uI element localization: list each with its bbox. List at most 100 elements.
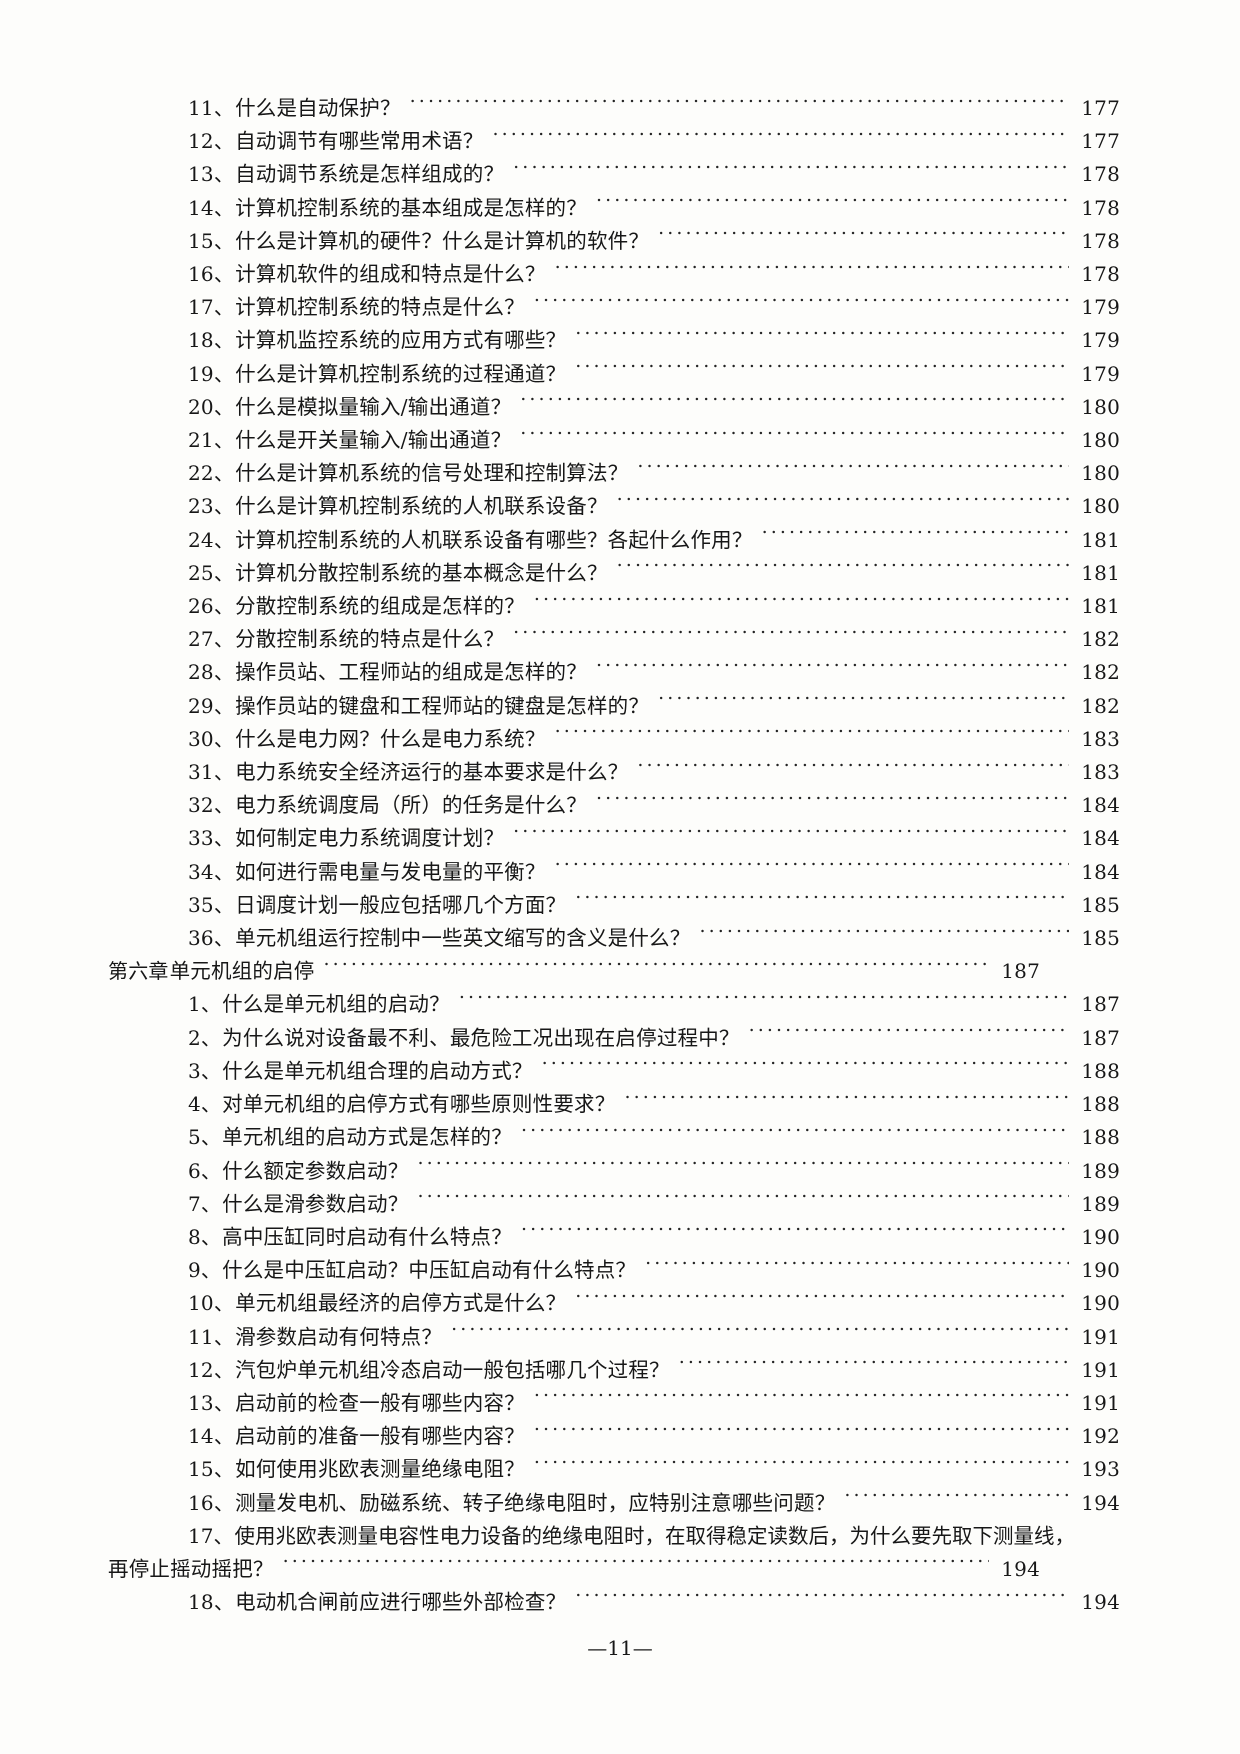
toc-entry-row[interactable]: 20、什么是模拟量输入/输出通道？ 180 xyxy=(108,391,1120,424)
toc-entry-number: 5、 xyxy=(188,1125,222,1150)
toc-entry-row[interactable]: 11、滑参数启动有何特点？ 191 xyxy=(108,1321,1120,1354)
toc-entry-row[interactable]: 13、启动前的检查一般有哪些内容？ 191 xyxy=(108,1387,1120,1420)
toc-entry-number: 25、 xyxy=(188,560,235,585)
toc-entry-row[interactable]: 31、电力系统安全经济运行的基本要求是什么？ 183 xyxy=(108,756,1120,789)
toc-entry-title: 如何制定电力系统调度计划？ xyxy=(235,826,505,851)
toc-entry-page-number: 185 xyxy=(1081,926,1120,951)
toc-entry-title: 什么是自动保护？ xyxy=(235,96,401,120)
toc-entry-row[interactable]: 36、单元机组运行控制中一些英文缩写的含义是什么？ 185 xyxy=(108,922,1120,955)
toc-entry-page-number: 188 xyxy=(1081,1092,1120,1117)
toc-entry-page-number: 178 xyxy=(1081,162,1120,187)
toc-entry-row[interactable]: 17、计算机控制系统的特点是什么？ 179 xyxy=(108,291,1120,324)
dot-leader xyxy=(596,194,1069,215)
toc-entry-row[interactable]: 32、电力系统调度局（所）的任务是什么？ 184 xyxy=(108,789,1120,822)
toc-entry-page-number: 182 xyxy=(1081,627,1120,652)
toc-entry-number: 33、 xyxy=(188,826,235,851)
toc-entry-page-number: 181 xyxy=(1081,560,1120,585)
toc-entry-page-number: 185 xyxy=(1081,892,1120,917)
toc-entry-row[interactable]: 12、自动调节有哪些常用术语？ 177 xyxy=(108,125,1120,158)
dot-leader xyxy=(658,692,1069,713)
toc-entry-row-continuation[interactable]: 再停止摇动摇把？ 194 xyxy=(108,1553,1040,1586)
toc-entry-row[interactable]: 18、计算机监控系统的应用方式有哪些？ 179 xyxy=(108,324,1120,357)
dot-leader xyxy=(410,95,1069,116)
toc-entry-row[interactable]: 18、电动机合闸前应进行哪些外部检查？ 194 xyxy=(108,1586,1120,1619)
toc-entry-row[interactable]: 29、操作员站的键盘和工程师站的键盘是怎样的？ 182 xyxy=(108,690,1120,723)
toc-entry-title: 自动调节有哪些常用术语？ xyxy=(235,129,484,154)
toc-entry-title: 什么是计算机的硬件？什么是计算机的软件？ xyxy=(235,228,650,253)
toc-entry-row[interactable]: 14、启动前的准备一般有哪些内容？ 192 xyxy=(108,1420,1120,1453)
dot-leader xyxy=(283,1555,989,1576)
toc-entry-row[interactable]: 17、 使用兆欧表测量电容性电力设备的绝缘电阻时，在取得稳定读数后，为什么要先取下… xyxy=(108,1520,1120,1553)
toc-entry-title: 滑参数启动有何特点？ xyxy=(235,1324,443,1349)
toc-entry-row[interactable]: 11、什么是自动保护？ 177 xyxy=(108,92,1120,125)
toc-entry-row[interactable]: 15、什么是计算机的硬件？什么是计算机的软件？ 178 xyxy=(108,225,1120,258)
toc-entry-page-number: 182 xyxy=(1081,693,1120,718)
toc-entry-row[interactable]: 16、计算机软件的组成和特点是什么？ 178 xyxy=(108,258,1120,291)
toc-entry-row[interactable]: 25、计算机分散控制系统的基本概念是什么？ 181 xyxy=(108,557,1120,590)
toc-entry-title: 电力系统调度局（所）的任务是什么？ xyxy=(235,793,587,818)
toc-entry-row[interactable]: 33、如何制定电力系统调度计划？ 184 xyxy=(108,822,1120,855)
toc-entry-row[interactable]: 8、高中压缸同时启动有什么特点？ 190 xyxy=(108,1221,1120,1254)
toc-entry-row[interactable]: 2、为什么说对设备最不利、最危险工况出现在启停过程中？ 187 xyxy=(108,1022,1120,1055)
toc-entry-row[interactable]: 19、什么是计算机控制系统的过程通道？ 179 xyxy=(108,358,1120,391)
toc-entry-row[interactable]: 21、什么是开关量输入/输出通道？ 180 xyxy=(108,424,1120,457)
toc-entry-number: 29、 xyxy=(188,693,235,718)
toc-entry-row[interactable]: 6、什么额定参数启动？ 189 xyxy=(108,1155,1120,1188)
toc-entry-page-number: 192 xyxy=(1081,1424,1120,1449)
toc-entry-row[interactable]: 1、什么是单元机组的启动？ 187 xyxy=(108,988,1120,1021)
toc-entry-page-number: 179 xyxy=(1081,328,1120,353)
toc-entry-row[interactable]: 16、测量发电机、励磁系统、转子绝缘电阻时，应特别注意哪些问题？ 194 xyxy=(108,1487,1120,1520)
toc-entry-number: 28、 xyxy=(188,660,235,685)
toc-entry-row[interactable]: 14、计算机控制系统的基本组成是怎样的？ 178 xyxy=(108,192,1120,225)
toc-entry-row[interactable]: 24、计算机控制系统的人机联系设备有哪些？各起什么作用？ 181 xyxy=(108,524,1120,557)
toc-entry-title: 如何使用兆欧表测量绝缘电阻？ xyxy=(235,1457,525,1482)
toc-entry-row[interactable]: 27、分散控制系统的特点是什么？ 182 xyxy=(108,623,1120,656)
toc-entry-page-number: 181 xyxy=(1081,527,1120,552)
toc-entry-page-number: 190 xyxy=(1081,1291,1120,1316)
toc-entry-row[interactable]: 35、日调度计划一般应包括哪几个方面？ 185 xyxy=(108,889,1120,922)
dot-leader xyxy=(451,1323,1069,1344)
toc-entry-page-number: 184 xyxy=(1081,826,1120,851)
dot-leader xyxy=(637,759,1069,780)
toc-entry-page-number: 180 xyxy=(1081,494,1120,519)
toc-entry-title: 分散控制系统的组成是怎样的？ xyxy=(235,594,525,619)
dot-leader xyxy=(575,1589,1069,1610)
toc-entry-row[interactable]: 5、单元机组的启动方式是怎样的？ 188 xyxy=(108,1121,1120,1154)
toc-entry-title: 计算机控制系统的人机联系设备有哪些？各起什么作用？ xyxy=(235,527,753,552)
toc-entry-row[interactable]: 28、操作员站、工程师站的组成是怎样的？ 182 xyxy=(108,656,1120,689)
toc-entry-number: 8、 xyxy=(188,1224,222,1249)
dot-leader xyxy=(521,1223,1069,1244)
toc-entry-row[interactable]: 13、自动调节系统是怎样组成的？ 178 xyxy=(108,158,1120,191)
toc-entry-title: 测量发电机、励磁系统、转子绝缘电阻时，应特别注意哪些问题？ xyxy=(235,1490,836,1515)
dot-leader xyxy=(645,1257,1069,1278)
dot-leader xyxy=(844,1489,1069,1510)
toc-entry-row[interactable]: 9、什么是中压缸启动？中压缸启动有什么特点？ 190 xyxy=(108,1254,1120,1287)
toc-entry-title: 自动调节系统是怎样组成的？ xyxy=(235,162,505,187)
toc-entry-number: 20、 xyxy=(188,394,235,419)
toc-entry-row[interactable]: 4、对单元机组的启停方式有哪些原则性要求？ 188 xyxy=(108,1088,1120,1121)
toc-list: 11、什么是自动保护？17712、自动调节有哪些常用术语？17713、自动调节系… xyxy=(108,92,1120,1619)
toc-entry-number: 21、 xyxy=(188,428,235,453)
toc-entry-row[interactable]: 22、什么是计算机系统的信号处理和控制算法？ 180 xyxy=(108,457,1120,490)
dot-leader xyxy=(637,460,1069,481)
dot-leader xyxy=(513,825,1069,846)
toc-entry-row[interactable]: 7、什么是滑参数启动？ 189 xyxy=(108,1188,1120,1221)
toc-entry-row[interactable]: 26、分散控制系统的组成是怎样的？ 181 xyxy=(108,590,1120,623)
toc-entry-row[interactable]: 10、单元机组最经济的启停方式是什么？ 190 xyxy=(108,1287,1120,1320)
toc-entry-number: 3、 xyxy=(188,1058,222,1083)
toc-entry-row[interactable]: 30、什么是电力网？什么是电力系统？ 183 xyxy=(108,723,1120,756)
toc-entry-row[interactable]: 34、如何进行需电量与发电量的平衡？ 184 xyxy=(108,856,1120,889)
dot-leader xyxy=(534,1456,1069,1477)
toc-entry-row[interactable]: 12、汽包炉单元机组冷态启动一般包括哪几个过程？ 191 xyxy=(108,1354,1120,1387)
toc-entry-number: 18、 xyxy=(188,328,235,353)
toc-entry-row[interactable]: 3、什么是单元机组合理的启动方式？ 188 xyxy=(108,1055,1120,1088)
toc-entry-number: 15、 xyxy=(188,1457,235,1482)
toc-entry-page-number: 188 xyxy=(1081,1125,1120,1150)
dot-leader xyxy=(492,128,1069,149)
dot-leader xyxy=(679,1356,1069,1377)
toc-entry-row[interactable]: 15、如何使用兆欧表测量绝缘电阻？ 193 xyxy=(108,1453,1120,1486)
toc-entry-row[interactable]: 23、什么是计算机控制系统的人机联系设备？ 180 xyxy=(108,490,1120,523)
toc-entry-title: 汽包炉单元机组冷态启动一般包括哪几个过程？ xyxy=(235,1357,670,1382)
toc-entry-number: 14、 xyxy=(188,195,235,220)
toc-chapter-row[interactable]: 第六章 单元机组的启停 187 xyxy=(108,955,1040,988)
